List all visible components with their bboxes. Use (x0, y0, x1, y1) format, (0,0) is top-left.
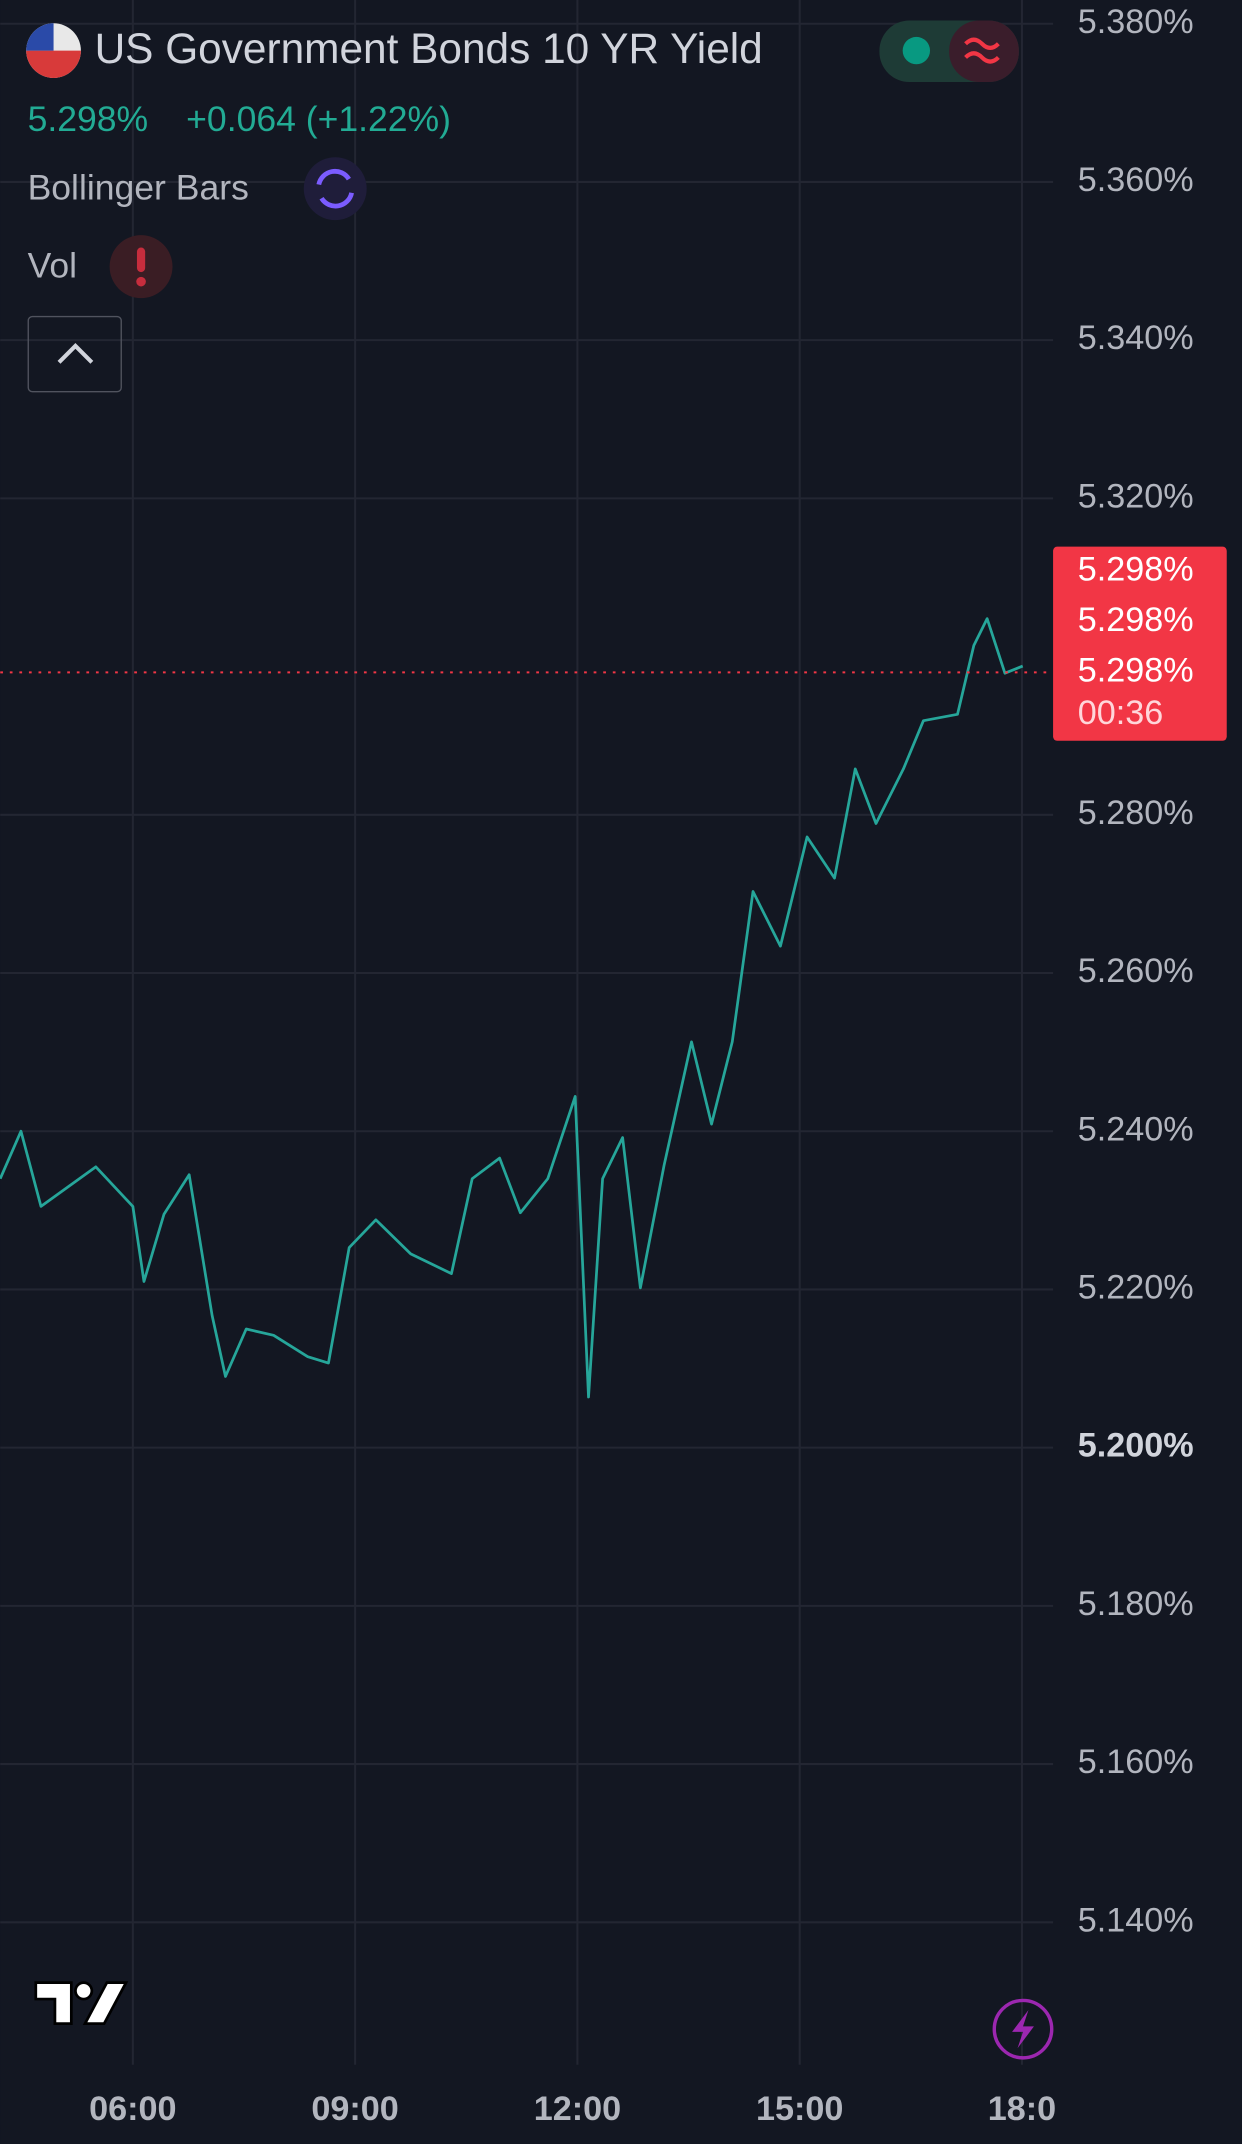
y-tick-label: 5.360% (1078, 161, 1194, 199)
indicator-loading[interactable] (303, 157, 367, 221)
x-tick-label: 18:0 (988, 2090, 1056, 2128)
delay-icon (964, 37, 1000, 64)
grid (0, 0, 1054, 2065)
y-tick-label: 5.140% (1078, 1901, 1194, 1939)
y-tick-label: 5.180% (1078, 1585, 1194, 1623)
indicator-label: Bollinger Bars (28, 167, 249, 207)
error-icon (136, 247, 146, 273)
price-line (0, 617, 1024, 1399)
logo-part (34, 1981, 73, 2026)
market-open-dot (902, 36, 931, 65)
tv-logo (34, 1981, 129, 2026)
countdown: 00:36 (1078, 694, 1164, 732)
status-pill-right[interactable] (949, 20, 1019, 83)
y-tick-label: 5.200% (1078, 1427, 1194, 1465)
y-tick-label: 5.240% (1078, 1110, 1194, 1148)
price-tag-label: 5.298% (1078, 651, 1194, 689)
error-icon-dot (136, 276, 146, 287)
logo-part (82, 1981, 129, 2026)
y-tick-label: 5.340% (1078, 319, 1194, 357)
flash-icon (1012, 2010, 1034, 2049)
indicator-label: Vol (28, 245, 77, 285)
symbol-title: US Government Bonds 10 YR Yield (95, 25, 763, 72)
x-tick-label: 15:00 (756, 2090, 843, 2128)
price-tag-label: 5.298% (1078, 601, 1194, 639)
flash-button[interactable] (992, 1998, 1054, 2060)
price-tag (1053, 546, 1227, 741)
collapse-button[interactable] (27, 315, 122, 393)
price-change: +0.064 (+1.22%) (186, 99, 451, 139)
y-tick-label: 5.320% (1078, 477, 1194, 515)
chevron-up (57, 343, 94, 364)
y-tick-label: 5.380% (1078, 3, 1194, 41)
price-tag-label: 5.298% (1078, 550, 1194, 588)
x-tick-label: 12:00 (534, 2090, 621, 2128)
y-tick-label: 5.160% (1078, 1743, 1194, 1781)
flag-canton (26, 23, 54, 51)
y-tick-label: 5.260% (1078, 952, 1194, 990)
plot (0, 617, 1054, 1399)
flag-stripes (26, 50, 81, 78)
header: US Government Bonds 10 YR Yield 5.298% +… (26, 20, 1019, 393)
x-tick-label: 06:00 (89, 2090, 176, 2128)
y-tick-label: 5.280% (1078, 794, 1194, 832)
logo-part (74, 1981, 94, 2001)
loading-icon (316, 168, 354, 209)
x-tick-label: 09:00 (311, 2090, 398, 2128)
axes: 5.380% 5.360% 5.340% 5.320% 5.280% 5.260% 5.24… (89, 3, 1227, 2128)
y-tick-label: 5.220% (1078, 1268, 1194, 1306)
last-price: 5.298% (28, 99, 149, 139)
